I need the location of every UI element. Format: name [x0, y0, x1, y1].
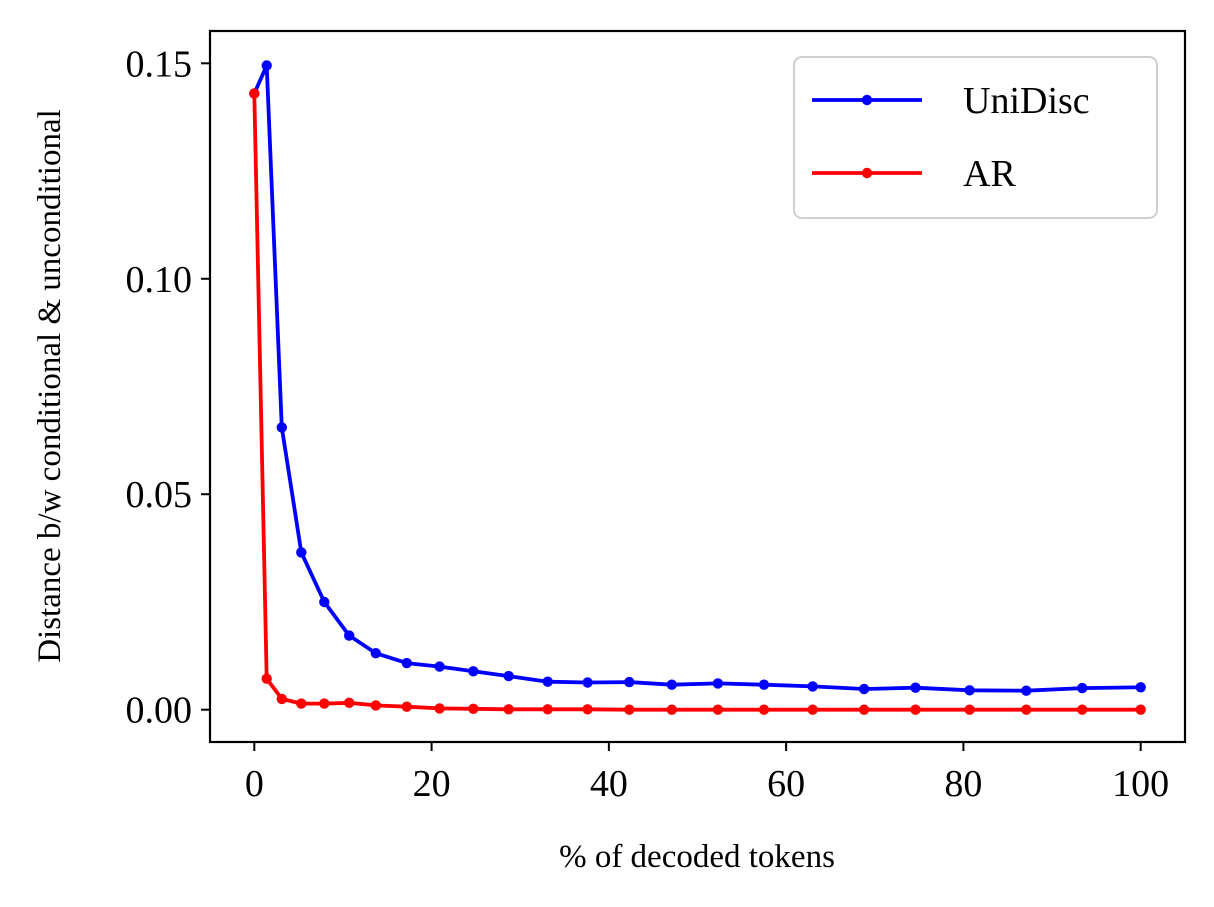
data-point-unidisc [401, 657, 412, 669]
data-point-ar [758, 704, 770, 715]
data-point-ar [1135, 704, 1146, 715]
data-point-unidisc [582, 677, 593, 688]
data-point-unidisc [319, 596, 330, 608]
legend-marker-ar [861, 167, 873, 179]
data-point-ar [344, 697, 355, 708]
data-point-unidisc [370, 648, 381, 659]
data-point-unidisc [542, 676, 553, 687]
data-point-ar [910, 704, 921, 715]
data-point-ar [582, 704, 593, 715]
data-point-ar [807, 704, 818, 715]
plot-frame [208, 29, 1187, 744]
data-point-ar [503, 704, 514, 715]
data-point-unidisc [910, 682, 921, 693]
data-point-ar [468, 703, 479, 714]
data-point-ar [1021, 704, 1032, 715]
data-point-unidisc [276, 422, 287, 433]
data-point-ar [319, 698, 330, 709]
x-tick-label: 80 [944, 763, 982, 805]
x-tick-label: 0 [245, 763, 264, 805]
x-tick-label: 20 [413, 763, 451, 805]
y-tick-label: 0.05 [126, 474, 193, 516]
data-point-ar [712, 704, 724, 715]
legend-label-ar: AR [963, 153, 1016, 195]
data-point-ar [370, 700, 381, 711]
x-tick-label: 100 [1112, 763, 1169, 805]
legend-marker-unidisc [861, 94, 873, 106]
data-point-unidisc [344, 630, 355, 641]
data-point-unidisc [712, 678, 724, 689]
data-point-ar [249, 88, 260, 99]
data-point-unidisc [434, 661, 445, 672]
y-tick-label: 0.00 [126, 690, 193, 732]
data-point-unidisc [261, 60, 272, 71]
data-point-unidisc [964, 685, 975, 696]
x-tick-label: 40 [590, 763, 628, 805]
data-point-unidisc [758, 679, 770, 690]
data-point-unidisc [858, 683, 870, 695]
data-point-ar [624, 704, 635, 715]
data-point-unidisc [1021, 685, 1032, 696]
data-point-unidisc [807, 681, 818, 692]
data-point-unidisc [666, 679, 677, 690]
legend-label-unidisc: UniDisc [963, 80, 1090, 122]
x-tick-label: 60 [767, 763, 805, 805]
data-point-ar [434, 703, 445, 714]
y-axis-title: Distance b/w conditional & unconditional [32, 109, 68, 663]
data-point-unidisc [468, 666, 479, 677]
data-point-ar [1077, 704, 1088, 715]
y-tick-label: 0.10 [126, 259, 193, 301]
series-line-unidisc [251, 63, 1143, 693]
data-point-unidisc [1135, 682, 1146, 693]
series-layer [249, 60, 1146, 715]
data-point-ar [296, 698, 307, 709]
data-point-unidisc [1077, 682, 1088, 694]
data-point-ar [858, 704, 870, 715]
legend-box [793, 56, 1158, 219]
legend: UniDisc AR [793, 56, 1158, 219]
data-point-ar [542, 704, 553, 715]
data-point-unidisc [624, 676, 635, 688]
data-point-ar [276, 693, 287, 705]
data-point-ar [964, 704, 975, 715]
y-ticks: 0.00 0.05 0.10 0.15 [126, 43, 210, 732]
data-point-ar [401, 701, 412, 712]
data-point-unidisc [296, 547, 307, 558]
legend-entries: UniDisc AR [812, 80, 1090, 195]
y-tick-label: 0.15 [126, 43, 193, 85]
data-point-unidisc [503, 670, 514, 682]
data-point-ar [261, 673, 272, 684]
x-ticks: 0 20 40 60 80 100 [245, 742, 1169, 805]
data-point-ar [666, 704, 677, 715]
x-axis-title: % of decoded tokens [559, 839, 835, 875]
